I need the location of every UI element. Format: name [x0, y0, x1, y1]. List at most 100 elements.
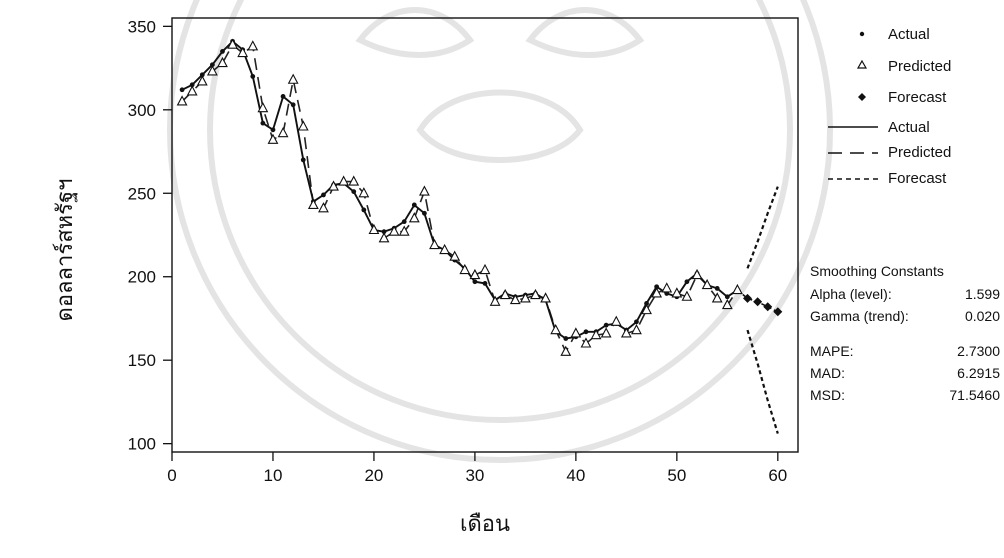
forecast-point	[753, 297, 763, 307]
legend-actual-line-label: Actual	[888, 119, 930, 136]
predicted-point	[196, 75, 208, 86]
predicted-point	[631, 323, 642, 335]
plot-area	[171, 17, 799, 453]
predicted-point	[479, 263, 491, 275]
predicted-point	[368, 223, 380, 235]
legend: Actual Predicted Forecast Actual Predict…	[828, 26, 951, 187]
alpha-label: Alpha (level):	[810, 286, 892, 302]
legend-predicted-line-label: Predicted	[888, 144, 951, 161]
actual-point	[220, 48, 225, 54]
predicted-point	[206, 65, 218, 76]
predicted-point	[519, 292, 531, 303]
predicted-point	[530, 288, 541, 300]
predicted-point	[176, 95, 188, 106]
predicted-point	[408, 212, 420, 223]
actual-point	[381, 229, 387, 235]
predicted-point	[540, 292, 551, 303]
msd-label: MSD:	[810, 387, 845, 403]
actual-point	[401, 219, 407, 225]
y-tick-label: 350	[128, 17, 156, 36]
x-tick-label: 60	[768, 466, 787, 485]
y-tick-label: 150	[128, 351, 156, 370]
predicted-point	[378, 232, 390, 243]
legend-predicted-label: Predicted	[888, 58, 951, 75]
predicted-point	[570, 327, 582, 338]
x-tick-label: 40	[566, 466, 585, 485]
actual-point	[654, 284, 660, 290]
actual-point	[482, 281, 488, 286]
mape-label: MAPE:	[810, 343, 854, 359]
predicted-point	[398, 225, 410, 236]
actual-point	[351, 189, 357, 195]
y-tick-label: 200	[128, 268, 156, 287]
actual-point	[634, 319, 639, 325]
predicted-point	[186, 85, 198, 96]
alpha-value: 1.599	[965, 286, 1000, 302]
actual-point	[179, 87, 185, 93]
predicted-point	[732, 283, 743, 295]
predicted-point	[509, 293, 521, 305]
actual-point	[290, 102, 296, 108]
predicted-point	[469, 268, 481, 280]
y-axis-label: ดอลลาร์สหรัฐฯ	[53, 179, 78, 322]
actual-point	[321, 192, 326, 198]
actual-point	[411, 202, 417, 208]
forecast-upper-line	[746, 186, 779, 269]
predicted-point	[671, 287, 683, 298]
actual-point	[270, 127, 276, 133]
y-tick-label: 100	[128, 435, 156, 454]
y-tick-label: 300	[128, 101, 156, 120]
mad-label: MAD:	[810, 365, 845, 381]
actual-point	[209, 62, 215, 68]
predicted-point	[499, 288, 511, 300]
predicted-point	[237, 46, 249, 58]
actual-point	[603, 322, 609, 328]
legend-forecast-marker	[858, 93, 866, 101]
axes: 100 150 200 250 300 350 0 10 20 30 40 50 60	[128, 17, 788, 485]
actual-point	[684, 279, 690, 285]
predicted-point	[297, 120, 309, 131]
stats-panel: Smoothing Constants Alpha (level): 1.599…	[810, 263, 1000, 403]
predicted-point	[328, 180, 339, 191]
actual-point	[724, 294, 730, 300]
x-tick-label: 0	[167, 466, 176, 485]
actual-point	[422, 210, 427, 216]
predicted-point	[429, 238, 440, 250]
actual-point	[199, 72, 205, 78]
predicted-point	[661, 282, 673, 293]
actual-point	[280, 94, 286, 99]
legend-actual-label: Actual	[888, 26, 930, 43]
legend-forecast-label: Forecast	[888, 89, 947, 106]
predicted-point	[277, 127, 289, 138]
legend-predicted-marker	[856, 59, 868, 69]
predicted-point	[348, 175, 360, 186]
forecast-point	[763, 302, 773, 312]
actual-point	[563, 336, 569, 341]
predicted-point	[388, 225, 400, 236]
predicted-point	[307, 198, 319, 210]
actual-point	[361, 207, 367, 213]
predicted-point	[449, 250, 461, 261]
mape-value: 2.7300	[957, 343, 1000, 359]
predicted-point	[600, 327, 612, 338]
x-tick-label: 30	[465, 466, 484, 485]
predicted-line	[181, 43, 739, 354]
predicted-point	[287, 73, 299, 84]
predicted-point	[641, 303, 652, 315]
forecast-point	[743, 293, 753, 303]
predicted-point	[610, 315, 622, 326]
predicted-point	[247, 40, 259, 51]
predicted-point	[338, 175, 350, 186]
predicted-point	[358, 187, 370, 198]
forecast-point	[773, 307, 783, 317]
predicted-point	[620, 327, 632, 338]
predicted-point	[580, 337, 592, 348]
predicted-point	[257, 101, 269, 113]
predicted-point	[439, 243, 451, 255]
predicted-point	[419, 185, 430, 196]
mad-value: 6.2915	[957, 365, 1000, 381]
predicted-point	[590, 328, 602, 340]
university-seal-watermark	[167, 0, 833, 463]
predicted-point	[267, 133, 279, 144]
predicted-point	[318, 202, 329, 213]
